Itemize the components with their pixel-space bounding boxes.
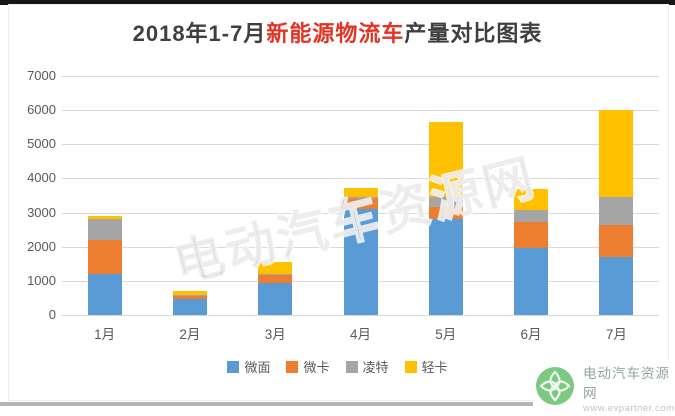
evpartner-logo-url: www.evpartner.com (583, 403, 675, 414)
gridline-6000 (62, 110, 659, 112)
y-tick-label: 5000 (27, 136, 56, 152)
gridline-7000 (62, 76, 659, 77)
legend-item-微卡: 微卡 (286, 357, 330, 376)
bar-segment-凌特 (599, 197, 634, 225)
legend-label: 凌特 (362, 360, 389, 375)
bar-3月 (258, 76, 293, 315)
y-tick-label: 4000 (27, 170, 56, 186)
bar-segment-凌特 (428, 197, 463, 208)
gridline-5000 (62, 144, 659, 146)
bottom-edge-line (0, 402, 675, 406)
bar-segment-轻卡 (343, 187, 378, 198)
evpartner-logo-name: 电动汽车资源网 (583, 366, 670, 401)
bar-5月 (428, 76, 463, 315)
y-tick-label: 0 (48, 307, 56, 322)
legend-label: 轻卡 (421, 360, 448, 375)
top-accent-bar (0, 0, 675, 5)
bar-1月 (87, 76, 122, 315)
bar-segment-微卡 (599, 224, 634, 257)
bar-6月 (514, 76, 549, 315)
gridline-4000 (62, 178, 659, 180)
chart-title-prefix: 2018年1-7月 (132, 21, 267, 46)
bar-2月 (172, 76, 207, 315)
legend-swatch (345, 360, 358, 373)
evpartner-logo-icon (535, 366, 575, 411)
bar-segment-微卡 (514, 222, 549, 249)
bar-segment-轻卡 (172, 291, 207, 296)
y-tick-label: 6000 (27, 102, 56, 118)
bar-segment-微面 (172, 298, 207, 315)
bar-segment-微卡 (428, 207, 463, 220)
bar-segment-微面 (514, 248, 549, 315)
evpartner-logo: 电动汽车资源网 www.evpartner.com (533, 360, 675, 416)
bar-segment-凌特 (514, 209, 549, 223)
x-tick-label: 2月 (179, 327, 201, 342)
bar-7月 (599, 76, 634, 315)
legend-swatch (227, 360, 240, 373)
x-tick-label: 1月 (94, 327, 116, 342)
x-tick-label: 7月 (605, 327, 627, 342)
chart-title-suffix: 产量对比图表 (404, 21, 543, 46)
y-tick-label: 2000 (27, 238, 56, 254)
bar-segment-微面 (87, 274, 122, 315)
bar-segment-微面 (343, 209, 378, 315)
bar-segment-轻卡 (599, 110, 634, 198)
plot-area (62, 76, 659, 316)
y-tick-label: 7000 (27, 68, 56, 83)
bar-segment-轻卡 (258, 262, 293, 275)
x-tick-label: 5月 (435, 327, 457, 342)
bar-segment-凌特 (258, 274, 293, 276)
legend-swatch (286, 360, 299, 373)
y-tick-label: 1000 (27, 272, 56, 288)
legend-item-微面: 微面 (227, 357, 270, 376)
chart-panel (8, 4, 669, 401)
bar-segment-微卡 (87, 239, 122, 275)
x-tick-label: 3月 (264, 327, 286, 342)
bar-segment-微面 (258, 282, 293, 315)
gridline-0 (62, 315, 659, 316)
chart-title: 2018年1-7月新能源物流车产量对比图表 (0, 16, 675, 48)
x-tick-label: 4月 (349, 327, 371, 342)
legend-label: 微面 (244, 360, 271, 375)
bar-segment-微面 (428, 219, 463, 315)
x-tick-label: 6月 (520, 327, 542, 342)
legend-swatch (404, 360, 417, 373)
y-tick-label: 3000 (27, 204, 56, 220)
bar-segment-微卡 (172, 296, 207, 299)
bar-segment-凌特 (87, 219, 122, 240)
legend-item-轻卡: 轻卡 (404, 357, 448, 376)
bar-segment-微卡 (343, 198, 378, 210)
legend-item-凌特: 凌特 (345, 357, 389, 376)
legend: 微面 微卡 凌特 轻卡 (0, 357, 675, 376)
bar-segment-轻卡 (428, 122, 463, 198)
chart-title-highlight: 新能源物流车 (266, 21, 405, 46)
bar-segment-微面 (599, 256, 634, 315)
bar-segment-轻卡 (514, 188, 549, 210)
bar-segment-凌特 (172, 295, 207, 297)
bar-segment-微卡 (258, 275, 293, 283)
legend-label: 微卡 (303, 360, 330, 375)
bar-4月 (343, 76, 378, 315)
bar-segment-轻卡 (87, 216, 122, 220)
bar-segment-凌特 (343, 197, 378, 199)
